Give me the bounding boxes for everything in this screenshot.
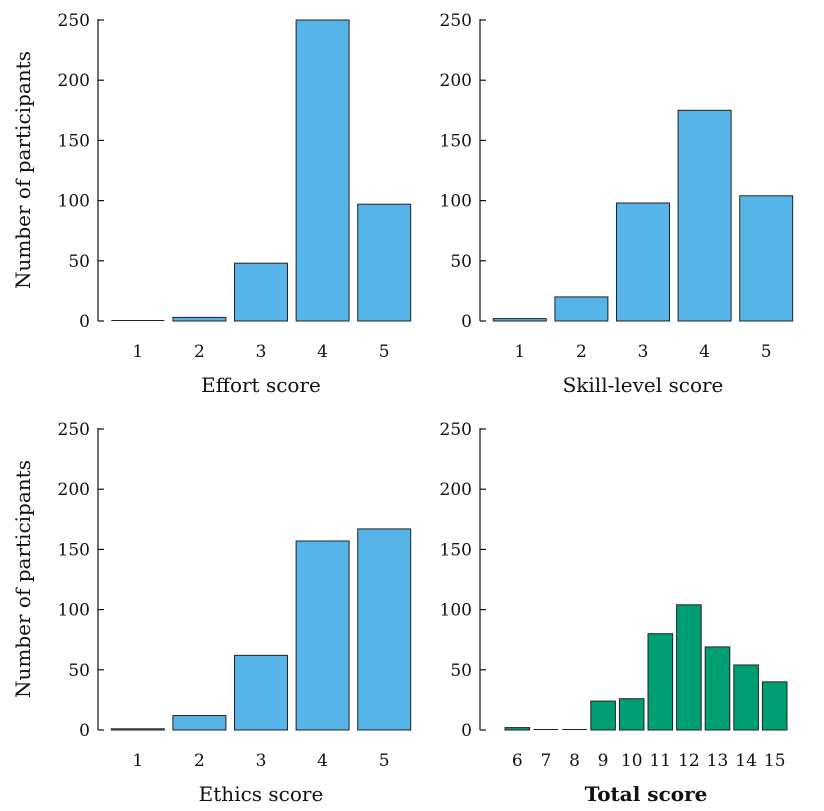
bar-1 [110,728,165,731]
bar-4 [677,109,732,322]
x-tick-label: 9 [598,751,609,771]
y-tick-label: 100 [58,601,90,621]
x-axis-label: Effort score [201,373,321,397]
y-axis-label: Number of participants [11,51,35,289]
y-tick-label: 50 [68,661,90,681]
x-tick-label: 3 [256,342,267,362]
y-tick-label: 0 [79,721,90,741]
x-tick-label: 10 [621,751,643,771]
y-tick-label: 150 [58,131,90,151]
y-tick-label: 200 [58,480,90,500]
y-tick-label: 100 [58,192,90,212]
bar-14 [733,664,759,731]
bar-2 [172,715,227,731]
y-tick-label: 150 [440,540,472,560]
x-tick-label: 4 [699,342,710,362]
y-axis-label: Number of participants [11,460,35,698]
y-tick-label: 50 [450,661,472,681]
x-tick-label: 3 [256,751,267,771]
bar-11 [647,633,674,731]
bar-15 [761,681,788,731]
y-tick-label: 250 [440,420,472,440]
x-tick-label: 4 [317,342,328,362]
x-tick-label: 14 [735,751,757,771]
y-tick-label: 100 [440,192,472,212]
x-axis-label: Total score [585,782,708,806]
bar-10 [618,698,645,731]
bar-12 [676,604,702,731]
bar-4 [295,540,350,731]
x-tick-label: 2 [194,751,205,771]
y-tick-label: 250 [440,11,472,31]
x-tick-label: 1 [132,751,143,771]
bar-5 [357,203,412,322]
y-tick-label: 150 [58,540,90,560]
bar-3 [234,654,288,731]
x-axis-label: Ethics score [199,782,324,806]
y-tick-label: 0 [79,312,90,332]
bar-5 [739,195,794,322]
chart-skill-level-score: 0 50 100 150 200 250 1 2 3 4 5 Skill-level score [440,11,794,397]
y-tick-label: 250 [58,420,90,440]
bar-4 [295,19,350,322]
y-tick-label: 50 [68,252,90,272]
x-tick-label: 11 [649,751,671,771]
y-tick-label: 200 [440,71,472,91]
y-tick-label: 250 [58,11,90,31]
x-tick-label: 3 [638,342,649,362]
x-tick-label: 5 [379,751,390,771]
bar-2 [554,296,609,322]
x-tick-label: 7 [540,751,551,771]
x-tick-label: 1 [514,342,525,362]
bar-9 [590,700,616,731]
bar-6 [504,727,531,731]
y-tick-label: 0 [461,312,472,332]
bar-13 [704,646,731,731]
bar-1 [492,318,547,322]
x-tick-label: 13 [707,751,729,771]
x-tick-label: 2 [194,342,205,362]
bar-3 [234,262,288,322]
bar-5 [357,528,412,731]
x-tick-label: 6 [512,751,523,771]
x-tick-label: 2 [576,342,587,362]
y-tick-label: 200 [58,71,90,91]
bar-2 [172,316,227,322]
y-tick-label: 50 [450,252,472,272]
x-axis-label: Skill-level score [563,373,724,397]
x-tick-label: 5 [379,342,390,362]
chart-effort-score: 0 50 100 150 200 250 1 2 3 4 5 Effort score Number o… [11,11,412,397]
bar-3 [616,202,670,322]
x-tick-label: 1 [132,342,143,362]
y-tick-label: 150 [440,131,472,151]
chart-total-score: 0 50 100 150 200 250 6 7 8 9 10 11 12 13 14 15 Total sco… [440,420,788,806]
x-tick-label: 15 [764,751,786,771]
x-tick-label: 12 [678,751,700,771]
y-tick-label: 200 [440,480,472,500]
chart-ethics-score: 0 50 100 150 200 250 1 2 3 4 5 Ethics score Number o… [11,420,412,806]
x-tick-label: 4 [317,751,328,771]
x-tick-label: 8 [569,751,580,771]
x-tick-label: 5 [761,342,772,362]
y-tick-label: 100 [440,601,472,621]
y-tick-label: 0 [461,721,472,741]
